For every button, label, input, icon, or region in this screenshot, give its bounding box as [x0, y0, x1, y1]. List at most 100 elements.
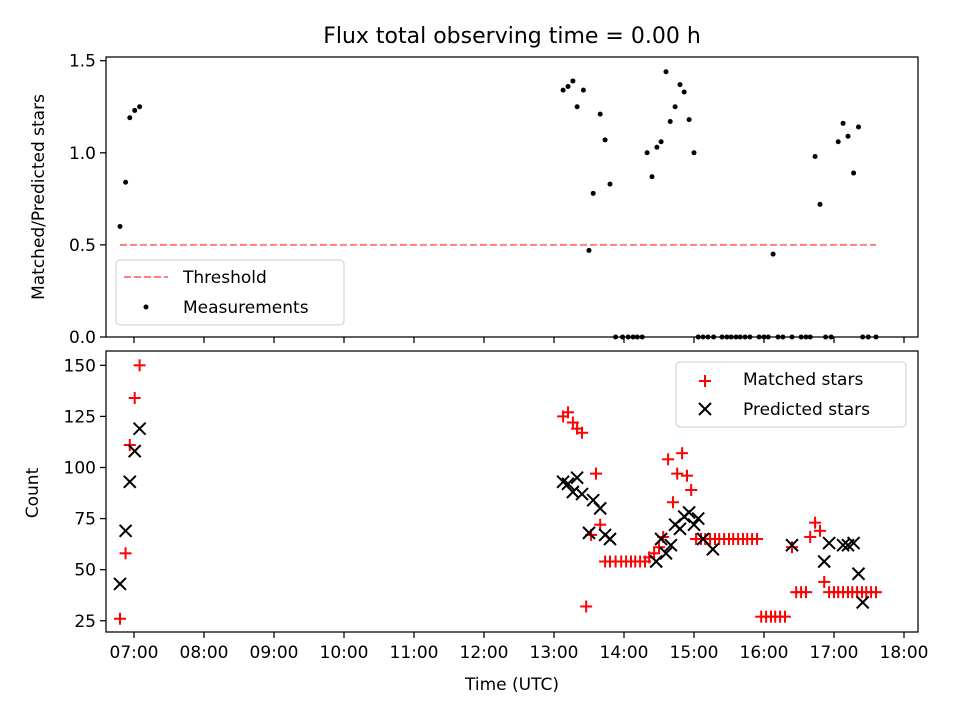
measurements-legend-swatch: [143, 304, 149, 310]
predicted-star-point: [123, 475, 137, 489]
top-ylabel: Matched/Predicted stars: [29, 94, 49, 300]
predicted-star-point: [582, 526, 596, 540]
top-y-axis: 0.0 0.5 1.0 1.5: [69, 52, 106, 348]
measurements-legend-label: Measurements: [183, 298, 309, 318]
measurements-series: [117, 69, 879, 340]
predicted-star-point: [687, 518, 701, 532]
predicted-star-point: [603, 532, 617, 546]
bottom-x-tick-label: 15:00: [670, 643, 719, 663]
matched-star-point: [580, 600, 593, 613]
bottom-y-tick-label: 150: [64, 356, 96, 376]
top-axes-frame: [105, 56, 919, 338]
matched-star-point: [648, 547, 661, 560]
predicted-star-point: [132, 421, 147, 436]
matched-star-point: [800, 586, 812, 599]
matched-star-point: [779, 610, 791, 623]
measurement-point: [681, 89, 687, 95]
matched-star-point: [562, 406, 574, 419]
matched-stars-legend-swatch: [699, 375, 711, 387]
bottom-panel: Count Time (UTC) 25 50 75 100 125 150 07:00 08…: [23, 350, 929, 695]
predicted-star-point: [682, 505, 696, 520]
matched-star-point: [676, 447, 689, 460]
bottom-y-tick-label: 75: [74, 510, 96, 530]
top-panel: Matched/Predicted stars 0.0 0.5 1.0 1.5 Thr…: [29, 52, 919, 348]
predicted-star-point: [113, 577, 127, 591]
predicted-star-point: [561, 477, 575, 491]
predicted-star-point: [706, 542, 720, 556]
predicted-star-point: [649, 554, 663, 569]
measurement-point: [667, 118, 673, 124]
matched-star-point: [870, 586, 882, 599]
bottom-x-tick-label: 12:00: [460, 643, 509, 663]
matched-star-point: [814, 524, 826, 537]
top-x-axis: [133, 337, 905, 343]
predicted-star-point: [851, 567, 866, 581]
measurement-point: [856, 124, 861, 130]
bottom-x-tick-label: 10:00: [320, 643, 369, 663]
threshold-legend-label: Threshold: [182, 268, 267, 288]
bottom-x-tick-label: 11:00: [390, 643, 439, 663]
matched-star-point: [809, 516, 822, 529]
matched-stars-legend-label: Matched stars: [743, 370, 863, 390]
matched-star-point: [576, 426, 588, 439]
matched-star-point: [818, 575, 831, 588]
predicted-star-point: [673, 522, 687, 536]
measurement-point: [835, 139, 841, 145]
measurement-point: [574, 104, 580, 110]
matched-stars-series: [114, 359, 882, 625]
matched-star-point: [128, 392, 141, 405]
measurement-point: [137, 104, 143, 110]
measurement-point: [127, 115, 133, 121]
measurement-point: [654, 144, 660, 150]
matched-star-point: [685, 483, 698, 496]
measurement-point: [586, 247, 592, 253]
predicted-stars-legend-swatch: [698, 402, 712, 416]
top-y-tick-label: 0.5: [69, 236, 96, 256]
predicted-star-point: [118, 524, 133, 538]
predicted-star-point: [575, 487, 589, 501]
bottom-x-tick-label: 16:00: [740, 643, 789, 663]
bottom-x-tick-label: 18:00: [880, 643, 929, 663]
bottom-y-tick-label: 25: [74, 612, 96, 632]
bottom-y-tick-label: 50: [74, 561, 96, 581]
predicted-star-point: [822, 536, 836, 550]
matched-star-point: [667, 496, 679, 509]
measurement-point: [602, 137, 608, 143]
measurement-point: [663, 69, 669, 75]
predicted-star-point: [127, 444, 142, 458]
bottom-legend-box: [675, 361, 907, 428]
measurement-point: [607, 181, 613, 187]
matched-star-point: [751, 533, 763, 546]
bottom-legend: Matched stars Predicted stars: [675, 361, 907, 428]
bottom-x-tick-label: 17:00: [810, 643, 859, 663]
bottom-xlabel: Time (UTC): [464, 675, 559, 695]
bottom-y-axis: 25 50 75 100 125 150: [64, 356, 106, 632]
predicted-star-point: [691, 511, 705, 526]
measurement-point: [845, 133, 851, 139]
measurement-point: [691, 150, 697, 156]
predicted-star-point: [855, 595, 870, 610]
measurement-point: [817, 201, 823, 207]
predicted-star-point: [817, 554, 831, 569]
figure-title: Flux total observing time = 0.00 h: [323, 24, 701, 49]
top-legend-box: [115, 259, 345, 326]
measurement-point: [812, 153, 818, 159]
measurement-point: [132, 107, 138, 113]
bottom-x-tick-label: 13:00: [530, 643, 579, 663]
measurement-point: [686, 117, 692, 123]
matched-star-point: [681, 469, 693, 482]
predicted-stars-legend-label: Predicted stars: [743, 400, 870, 420]
matched-star-point: [662, 453, 675, 466]
matched-star-point: [671, 467, 684, 480]
bottom-y-tick-label: 100: [64, 458, 96, 478]
top-y-tick-label: 1.0: [69, 144, 96, 164]
measurement-point: [658, 139, 664, 145]
bottom-x-axis: 07:00 08:00 09:00 10:00 11:00 12:00 13:00 14:00…: [110, 632, 929, 663]
predicted-star-point: [846, 536, 861, 550]
measurement-point: [590, 190, 596, 196]
matched-star-point: [786, 541, 798, 554]
measurement-point: [570, 78, 576, 84]
predicted-star-point: [836, 538, 850, 552]
